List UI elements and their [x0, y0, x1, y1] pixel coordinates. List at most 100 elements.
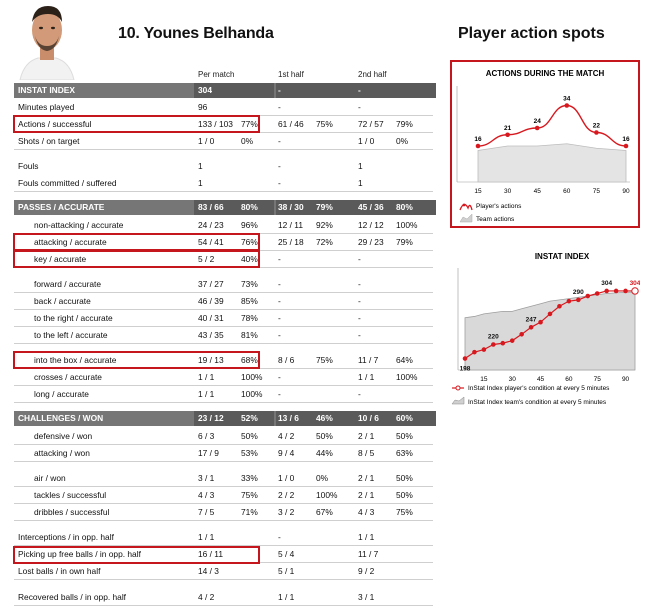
per-match-value: 83 / 66	[198, 202, 224, 212]
player-index-point	[594, 291, 600, 296]
header-cell-bg	[194, 83, 274, 98]
player-actions-line	[477, 104, 627, 147]
second-half-value: -	[358, 102, 361, 112]
second-half-value: 1 / 0	[358, 136, 375, 146]
header-cell-bg	[276, 200, 356, 215]
data-label: 247	[526, 316, 537, 323]
per-match-value: 1 / 1	[198, 372, 215, 382]
first-half-value: -	[278, 296, 281, 306]
second-half-pct: 50%	[396, 431, 413, 441]
per-match-value: 14 / 3	[198, 566, 219, 576]
table-row: non-attacking / accurate 24 / 23 96% 12 / 1…	[14, 217, 433, 234]
second-half-value: -	[358, 313, 361, 323]
first-half-value: 1 / 1	[278, 592, 295, 602]
legend-player-icon	[459, 203, 473, 211]
second-half-value: 11 / 7	[358, 549, 379, 559]
player-index-point	[566, 298, 572, 304]
section-header-row: CHALLENGES / WON 23 / 12 52% 13 / 6 46% 10 / …	[14, 411, 436, 426]
row-label: crosses / accurate	[34, 372, 102, 382]
first-half-value: 3 / 2	[278, 507, 295, 517]
row-label: non-attacking / accurate	[34, 220, 124, 230]
second-half-pct: 100%	[396, 372, 418, 382]
col-header-per-match: Per match	[198, 70, 235, 79]
per-match-value: 1 / 0	[198, 136, 215, 146]
per-match-value: 133 / 103	[198, 119, 233, 129]
first-half-pct: 46%	[316, 413, 333, 423]
x-tick-label: 45	[534, 188, 542, 195]
x-tick-label: 15	[480, 376, 488, 383]
per-match-value: 5 / 2	[198, 254, 215, 264]
second-half-pct: 50%	[396, 473, 413, 483]
player-actions-point	[594, 130, 599, 135]
row-label: Actions / successful	[18, 119, 92, 129]
per-match-pct: 71%	[241, 507, 258, 517]
per-match-value: 46 / 39	[198, 296, 224, 306]
per-match-value: 304	[198, 85, 212, 95]
legend-team-icon	[451, 396, 465, 405]
first-half-pct: 72%	[316, 237, 333, 247]
table-row: Fouls 1 - 1	[14, 158, 433, 174]
second-half-value: 1 / 1	[358, 372, 375, 382]
data-label: 24	[534, 118, 542, 125]
first-half-value: 61 / 46	[278, 119, 304, 129]
first-half-value: -	[278, 532, 281, 542]
row-label: Lost balls / in own half	[18, 566, 101, 576]
data-label: 198	[460, 366, 471, 373]
highlight-key-passes	[13, 250, 260, 268]
first-half-value: -	[278, 279, 281, 289]
x-tick-label: 90	[622, 188, 630, 195]
per-match-pct: 50%	[241, 431, 258, 441]
table-row: Recovered balls / in opp. half 4 / 2 1 / 1…	[14, 589, 433, 606]
player-index-point	[576, 297, 581, 303]
second-half-value: 4 / 3	[358, 507, 375, 517]
per-match-value: 96	[198, 102, 208, 112]
section-header-row: PASSES / ACCURATE 83 / 66 80% 38 / 30 79% 45 …	[14, 200, 436, 215]
player-actions-point	[475, 143, 481, 149]
first-half-value: 13 / 6	[278, 413, 299, 423]
per-match-value: 24 / 23	[198, 220, 224, 230]
header-cell-bg	[356, 83, 436, 98]
table-row: tackles / successful 4 / 3 75% 2 / 2 100% 2 /…	[14, 487, 433, 504]
instat-index-chart: INSTAT INDEX 198 220 247 290 304 304 15 30 45 60 75…	[451, 252, 640, 406]
row-label: attacking / won	[34, 448, 90, 458]
first-half-pct: 44%	[316, 448, 333, 458]
per-match-pct: 75%	[241, 490, 258, 500]
per-match-pct: 77%	[241, 119, 258, 129]
table-row: long / accurate 1 / 1 100% - -	[14, 386, 433, 403]
per-match-value: 1	[198, 161, 203, 171]
player-actions-point	[534, 125, 540, 131]
table-row: forward / accurate 37 / 27 73% - -	[14, 276, 433, 293]
first-half-value: -	[278, 136, 281, 146]
table-row: Interceptions / in opp. half 1 / 1 - 1 / 1	[14, 529, 433, 546]
row-label: Shots / on target	[18, 136, 80, 146]
per-match-pct: 0%	[241, 136, 254, 146]
table-row: to the right / accurate 40 / 31 78% - -	[14, 310, 433, 327]
first-half-value: 2 / 2	[278, 490, 295, 500]
player-index-point	[462, 356, 468, 361]
per-match-value: 16 / 11	[198, 549, 223, 559]
first-half-value: 4 / 2	[278, 431, 295, 441]
per-match-value: 17 / 9	[198, 448, 219, 458]
second-half-pct: 100%	[396, 220, 418, 230]
second-half-value: 1	[358, 178, 363, 188]
col-header-second-half: 2nd half	[358, 70, 387, 79]
second-half-pct: 60%	[396, 413, 413, 423]
player-index-point	[585, 293, 591, 299]
highlight-actions	[13, 115, 260, 133]
first-half-value: -	[278, 102, 281, 112]
second-half-value: 10 / 6	[358, 413, 379, 423]
second-half-pct: 75%	[396, 507, 413, 517]
first-half-pct: 75%	[316, 355, 333, 365]
first-half-value: -	[278, 389, 281, 399]
row-label: CHALLENGES / WON	[18, 413, 104, 423]
player-index-point	[613, 288, 619, 294]
table-row: back / accurate 46 / 39 85% - -	[14, 293, 433, 310]
actions-chart-frame	[450, 60, 640, 228]
second-half-value: -	[358, 296, 361, 306]
header-cell-bg	[276, 411, 356, 426]
data-label: 21	[504, 125, 512, 132]
header-cell-bg	[194, 200, 274, 215]
team-index-area	[464, 291, 636, 371]
per-match-value: 4 / 3	[198, 490, 215, 500]
per-match-value: 43 / 35	[198, 330, 224, 340]
